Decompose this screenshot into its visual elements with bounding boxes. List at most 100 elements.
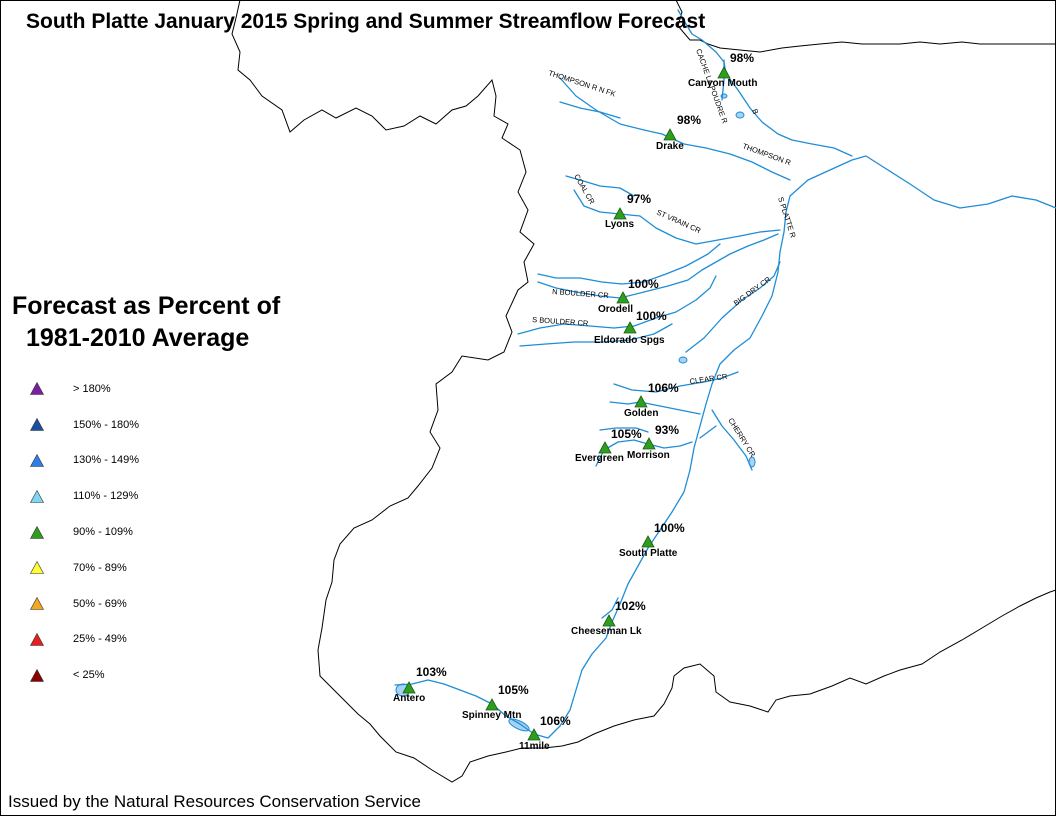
triangle-icon	[30, 561, 44, 575]
site-name: Antero	[393, 693, 425, 704]
legend-item: 90% - 109%	[30, 514, 139, 550]
site-percent: 102%	[615, 599, 646, 613]
legend-item: 110% - 129%	[30, 478, 139, 514]
site-lyons[interactable]: 97% Lyons	[605, 192, 651, 230]
site-11mile[interactable]: 106% 11mile	[519, 714, 571, 752]
site-percent: 103%	[416, 665, 447, 679]
site-name: 11mile	[519, 741, 550, 752]
site-eldorado-spgs[interactable]: 100% Eldorado Spgs	[594, 309, 667, 346]
site-percent: 106%	[540, 714, 571, 728]
river-thompson-nfk	[559, 101, 621, 119]
legend-item-label: 130% - 149%	[73, 454, 140, 467]
site-percent: 98%	[677, 113, 701, 127]
legend-item: 130% - 149%	[30, 443, 139, 479]
site-marker-icon	[616, 291, 630, 304]
site-percent: 97%	[627, 192, 651, 206]
river-label-thompson-nfk: THOMPSON R N FK	[547, 68, 616, 98]
legend-heading-line1: Forecast as Percent of	[12, 292, 281, 320]
site-name: Drake	[656, 141, 684, 152]
river-label-n-boulder: N BOULDER CR	[552, 287, 610, 300]
site-marker-icon	[623, 321, 637, 334]
triangle-icon	[30, 668, 44, 682]
triangle-icon	[30, 453, 44, 467]
site-marker-icon	[663, 128, 677, 141]
river-south-platte	[394, 155, 1056, 739]
site-marker-icon	[598, 441, 612, 454]
river-st-vrain-upper	[565, 175, 635, 197]
river-clear-fork	[609, 401, 701, 415]
site-name: South Platte	[619, 548, 678, 559]
triangle-icon	[30, 418, 44, 431]
river-thompson	[559, 77, 791, 181]
legend-item-label: 90% - 109%	[73, 526, 133, 539]
site-marker-icon	[613, 207, 627, 220]
lake	[735, 111, 745, 119]
site-evergreen[interactable]: 105% Evergreen	[575, 427, 642, 464]
site-percent: 106%	[648, 381, 679, 395]
site-name: Golden	[624, 408, 658, 419]
river-network	[394, 9, 1056, 739]
legend-list: > 180% 150% - 180% 130% - 149% 110% - 12…	[30, 371, 139, 693]
site-percent: 98%	[730, 51, 754, 65]
river-big-dry	[685, 261, 781, 353]
site-south-platte[interactable]: 100% South Platte	[619, 521, 685, 559]
site-name: Orodell	[598, 304, 633, 315]
river-s-boulder-lower	[519, 323, 673, 347]
site-percent: 100%	[628, 277, 659, 291]
site-cheeseman-lk[interactable]: 102% Cheeseman Lk	[571, 599, 646, 637]
legend-item-label: < 25%	[73, 669, 105, 682]
legend-heading: Forecast as Percent of 1981-2010 Average	[12, 290, 280, 354]
legend-item-label: 25% - 49%	[73, 633, 127, 646]
river-st-vrain	[573, 189, 781, 245]
river-s-boulder	[517, 275, 717, 335]
site-marker-icon	[641, 535, 655, 548]
river-cache-la-poudre	[677, 9, 853, 157]
legend-item-label: 50% - 69%	[73, 597, 127, 610]
site-marker-icon	[485, 698, 499, 711]
site-marker-icon	[717, 66, 731, 79]
site-name: Spinney Mtn	[462, 710, 521, 721]
legend-item-label: 150% - 180%	[73, 418, 140, 431]
site-canyon-mouth[interactable]: 98% Canyon Mouth	[688, 51, 757, 89]
issuer-credit: Issued by the Natural Resources Conserva…	[8, 792, 421, 811]
map-title: South Platte January 2015 Spring and Sum…	[26, 10, 706, 33]
legend-heading-line2: 1981-2010 Average	[26, 324, 250, 352]
site-marker-icon	[402, 681, 416, 694]
triangle-icon	[30, 597, 44, 610]
forecast-sites: 98% Canyon Mouth 98% Drake 97% Lyons 100…	[393, 51, 757, 752]
site-percent: 105%	[611, 427, 642, 441]
site-golden[interactable]: 106% Golden	[624, 381, 679, 419]
site-marker-icon	[602, 614, 616, 627]
state-boundary-top	[675, 0, 1056, 53]
legend-item: 25% - 49%	[30, 622, 139, 658]
river-label-coal: COAL CR	[572, 173, 597, 207]
site-marker-icon	[527, 728, 541, 741]
triangle-icon	[30, 489, 44, 503]
site-spinney-mtn[interactable]: 105% Spinney Mtn	[462, 683, 529, 721]
site-name: Canyon Mouth	[688, 78, 757, 89]
river-bear-creek-east	[699, 425, 717, 439]
legend-item-label: 110% - 129%	[73, 490, 139, 503]
river-label-s-boulder: S BOULDER CR	[532, 315, 589, 328]
site-drake[interactable]: 98% Drake	[656, 113, 701, 152]
site-name: Cheeseman Lk	[571, 626, 642, 637]
river-labels: THOMPSON R N FK THOMPSON R ST VRAIN CR S…	[532, 48, 798, 460]
river-label-s-platte: S PLATTE R	[776, 196, 798, 240]
river-clear	[613, 371, 739, 393]
site-marker-icon	[642, 437, 656, 450]
legend-item: < 25%	[30, 657, 139, 693]
site-name: Morrison	[627, 450, 670, 461]
legend-item: 50% - 69%	[30, 586, 139, 622]
site-name: Evergreen	[575, 453, 624, 464]
site-marker-icon	[634, 395, 648, 408]
river-upper-platte-tributary	[601, 597, 619, 619]
site-antero[interactable]: 103% Antero	[393, 665, 447, 704]
site-orodell[interactable]: 100% Orodell	[598, 277, 659, 315]
site-percent: 100%	[654, 521, 685, 535]
river-n-boulder	[537, 233, 779, 299]
site-morrison[interactable]: 93% Morrison	[627, 423, 679, 461]
river-label-big-dry: BIG DRY CR	[732, 274, 773, 307]
legend-item: 150% - 180%	[30, 407, 139, 443]
site-name: Lyons	[605, 219, 635, 230]
